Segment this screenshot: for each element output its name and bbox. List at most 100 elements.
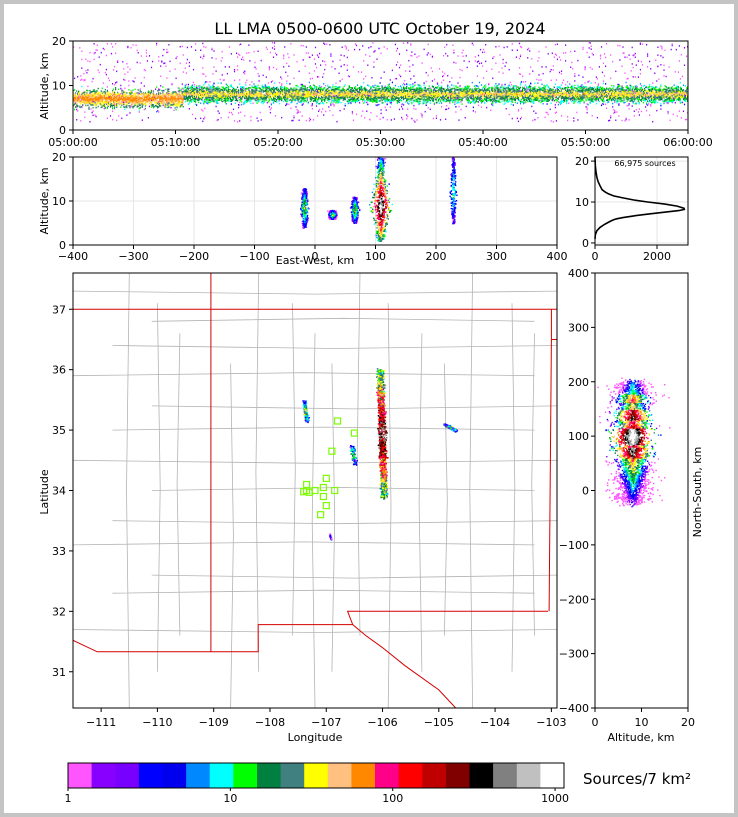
time-height-cell (78, 98, 80, 101)
time-height-cell (213, 93, 215, 95)
time-height-cell (189, 87, 191, 89)
time-height-cell (85, 93, 87, 95)
time-height-cell (87, 93, 89, 95)
time-height-cell (306, 97, 308, 99)
time-height-cell (98, 93, 100, 95)
time-height-cell (299, 100, 301, 103)
time-height-cell (308, 72, 310, 74)
time-height-cell (167, 88, 169, 90)
time-height-cell (143, 108, 145, 111)
time-height-cell (98, 92, 100, 94)
time-height-cell (247, 99, 249, 102)
time-height-cell (243, 86, 245, 89)
time-height-cell (86, 72, 88, 74)
time-height-cell (162, 94, 164, 96)
time-height-cell (156, 86, 158, 88)
time-height-cell (187, 96, 189, 98)
time-height-cell (348, 86, 350, 88)
time-height-cell (209, 99, 211, 101)
time-height-cell (133, 102, 135, 105)
time-height-cell (215, 70, 217, 72)
time-height-cell (110, 96, 113, 98)
time-height-cell (268, 91, 270, 93)
time-height-cell (319, 93, 321, 95)
time-height-cell (143, 103, 145, 105)
time-height-cell (339, 86, 341, 88)
time-height-cell (217, 95, 219, 98)
time-height-cell (143, 98, 145, 101)
time-height-cell (125, 102, 127, 104)
time-height-cell (244, 101, 246, 103)
time-height-cell (127, 45, 129, 48)
time-height-cell (216, 99, 218, 102)
time-height-cell (179, 104, 181, 107)
time-height-cell (321, 86, 323, 88)
time-height-cell (196, 104, 198, 106)
time-height-cell (239, 94, 241, 97)
time-height-cell (266, 96, 268, 98)
time-height-cell (212, 89, 214, 92)
time-height-cell (269, 92, 271, 94)
time-height-cell (167, 96, 169, 98)
time-height-cell (255, 95, 257, 97)
time-height-cell (263, 99, 265, 102)
time-height-cell (184, 93, 186, 96)
time-height-cell (250, 91, 252, 94)
time-height-cell (158, 87, 160, 90)
time-height-cell (185, 83, 187, 86)
time-height-cell (122, 103, 124, 105)
time-height-cell (171, 101, 173, 103)
time-height-cell (285, 88, 287, 90)
time-height-cell (294, 96, 296, 98)
time-height-cell (265, 89, 267, 92)
time-height-cell (108, 101, 111, 103)
time-height-cell (96, 96, 98, 98)
time-height-cell (269, 88, 271, 91)
time-height-cell (101, 106, 103, 108)
time-height-cell (180, 104, 182, 106)
time-height-cell (73, 99, 75, 102)
time-height-cell (217, 93, 219, 95)
time-height-cell (121, 98, 123, 101)
time-height-cell (304, 97, 306, 99)
time-height-cell (168, 94, 170, 96)
time-height-cell (180, 89, 182, 91)
time-height-cell (202, 42, 204, 45)
time-height-cell (125, 95, 127, 97)
time-height-cell (356, 84, 359, 86)
time-height-cell (150, 99, 153, 102)
time-height-cell (105, 54, 107, 57)
time-height-cell (265, 94, 267, 96)
time-height-cell (305, 89, 307, 92)
time-height-cell (344, 96, 346, 99)
time-height-cell (134, 102, 136, 105)
time-height-cell (144, 93, 146, 95)
time-height-cell (114, 84, 116, 86)
time-height-cell (145, 55, 147, 57)
time-height-cell (219, 92, 221, 95)
time-height-cell (89, 94, 91, 97)
time-height-cell (215, 58, 217, 60)
time-height-cell (85, 96, 87, 98)
time-height-cell (138, 103, 140, 105)
time-height-cell (313, 91, 316, 94)
time-height-cell (287, 53, 289, 55)
time-height-cell (180, 94, 182, 96)
time-height-cell (206, 92, 208, 94)
time-height-cell (168, 100, 170, 103)
time-height-cell (154, 97, 156, 100)
time-height-cell (83, 94, 85, 96)
time-height-cell (322, 108, 324, 110)
time-height-cell (177, 90, 179, 92)
time-height-cell (198, 91, 200, 93)
time-height-cell (78, 96, 80, 98)
time-height-cell (132, 95, 134, 97)
time-height-cell (112, 118, 114, 121)
time-height-cell (180, 100, 182, 103)
time-height-cell (283, 54, 285, 56)
time-height-cell (301, 92, 303, 95)
time-height-cell (321, 88, 323, 90)
time-height-cell (88, 96, 90, 98)
time-height-cell (221, 88, 223, 91)
time-height-cell (127, 46, 129, 49)
